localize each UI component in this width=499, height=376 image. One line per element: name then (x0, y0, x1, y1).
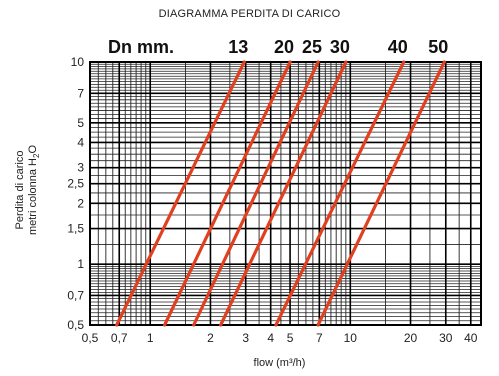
y-tick-label: 1 (77, 257, 84, 271)
x-tick-label: 30 (439, 331, 453, 345)
chart-title: DIAGRAMMA PERDITA DI CARICO (158, 8, 341, 20)
y-tick-label: 0,7 (67, 288, 84, 302)
series-label-13: 13 (228, 37, 249, 57)
x-tick-label: 3 (242, 331, 249, 345)
x-tick-label: 0,5 (82, 331, 99, 345)
y-tick-label: 0,5 (67, 318, 84, 332)
series-label-50: 50 (428, 37, 449, 57)
y-tick-label: 2,5 (67, 177, 84, 191)
series-line-40 (274, 60, 406, 327)
x-tick-label: 7 (316, 331, 323, 345)
x-tick-label: 1 (147, 331, 154, 345)
series-line-50 (316, 60, 446, 327)
plot-frame (89, 61, 482, 326)
series-line-13 (115, 60, 246, 327)
x-tick-label: 0,7 (111, 331, 128, 345)
x-tick-label: 2 (207, 331, 214, 345)
series-label-20: 20 (274, 37, 295, 57)
y-tick-label: 2 (77, 196, 84, 210)
legend-title: Dn mm. (108, 37, 175, 57)
series-line-25 (192, 60, 320, 327)
series-label-30: 30 (329, 37, 350, 57)
x-tick-label: 10 (344, 331, 358, 345)
plot-background (90, 62, 481, 325)
y-tick-label: 5 (77, 116, 84, 130)
y-tick-label: 1,5 (67, 222, 84, 236)
x-tick-label: 5 (287, 331, 294, 345)
y-tick-label: 4 (77, 135, 84, 149)
series-line-20 (163, 60, 292, 327)
series-label-40: 40 (387, 37, 408, 57)
series-line-30 (219, 60, 348, 327)
series-label-25: 25 (302, 37, 323, 57)
y-tick-label: 7 (77, 86, 84, 100)
y-tick-label: 3 (77, 161, 84, 175)
x-tick-label: 40 (464, 331, 478, 345)
x-tick-label: 20 (404, 331, 418, 345)
y-tick-label: 10 (71, 55, 85, 69)
x-tick-label: 4 (267, 331, 274, 345)
x-axis-label: flow (m³/h) (253, 357, 306, 369)
